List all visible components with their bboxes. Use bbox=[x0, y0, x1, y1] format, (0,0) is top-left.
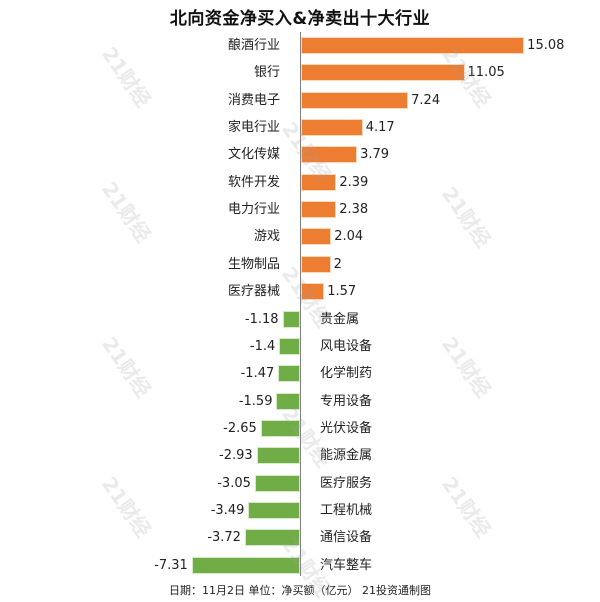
bar-row: 文化传媒 3.79 bbox=[0, 146, 600, 164]
bar-row: 银行 11.05 bbox=[0, 64, 600, 82]
value-label: -1.47 bbox=[240, 366, 275, 382]
chart-footer-note: 日期：11月2日 单位：净买额（亿元） 21投资通制图 bbox=[169, 584, 431, 597]
bar-row: 工程机械 -3.49 bbox=[0, 501, 600, 519]
value-label: -2.93 bbox=[219, 448, 253, 464]
value-label: 1.57 bbox=[327, 284, 357, 300]
category-label: 文化传媒 bbox=[227, 147, 280, 163]
bar-row: 通信设备 -3.72 bbox=[0, 529, 600, 547]
category-label: 光伏设备 bbox=[320, 420, 373, 436]
category-label: 软件开发 bbox=[227, 174, 280, 190]
category-label: 风电设备 bbox=[320, 338, 373, 354]
bar-net-buy bbox=[301, 91, 409, 109]
bar-net-sell bbox=[254, 474, 300, 492]
category-label: 消费电子 bbox=[227, 92, 280, 108]
bar-net-sell bbox=[278, 365, 300, 383]
bar-net-buy bbox=[301, 201, 337, 219]
chart-title: 北向资金净买入&净卖出十大行业 bbox=[169, 9, 431, 29]
category-label: 银行 bbox=[253, 65, 280, 81]
value-label: -3.05 bbox=[217, 475, 251, 491]
value-label: -1.4 bbox=[249, 338, 276, 354]
value-label: -2.65 bbox=[223, 420, 257, 436]
category-label: 化学制药 bbox=[320, 366, 373, 382]
bar-net-sell bbox=[256, 447, 300, 465]
bar-row: 汽车整车 -7.31 bbox=[0, 556, 600, 574]
value-label: 15.08 bbox=[527, 38, 565, 53]
bar-row: 化学制药 -1.47 bbox=[0, 365, 600, 383]
bar-net-sell bbox=[282, 310, 300, 328]
value-label: 4.17 bbox=[365, 120, 395, 136]
bar-row: 酿酒行业 15.08 bbox=[0, 37, 600, 54]
bar-net-sell bbox=[276, 392, 300, 410]
category-label: 医疗器械 bbox=[227, 284, 280, 300]
bar-row: 家电行业 4.17 bbox=[0, 119, 600, 137]
bar-row: 风电设备 -1.4 bbox=[0, 337, 600, 355]
bar-net-buy bbox=[301, 119, 363, 137]
category-label: 医疗服务 bbox=[320, 475, 373, 491]
bar-net-buy bbox=[301, 146, 358, 164]
category-label: 生物制品 bbox=[227, 256, 280, 272]
bar-net-sell bbox=[260, 419, 300, 437]
value-label: -1.59 bbox=[238, 393, 273, 409]
bar-net-buy bbox=[301, 283, 325, 301]
category-label: 电力行业 bbox=[227, 202, 280, 218]
category-label: 家电行业 bbox=[227, 120, 280, 136]
value-label: -3.49 bbox=[210, 502, 245, 518]
bar-row: 电力行业 2.38 bbox=[0, 201, 600, 219]
category-label: 贵金属 bbox=[320, 311, 360, 327]
bar-row: 专用设备 -1.59 bbox=[0, 392, 600, 410]
category-label: 汽车整车 bbox=[320, 557, 373, 573]
bar-net-buy bbox=[301, 64, 465, 82]
category-label: 专用设备 bbox=[320, 393, 373, 409]
category-label: 酿酒行业 bbox=[227, 38, 280, 53]
value-label: -3.72 bbox=[207, 530, 241, 546]
bar-net-buy bbox=[301, 173, 337, 191]
category-label: 工程机械 bbox=[320, 502, 373, 518]
category-label: 游戏 bbox=[253, 229, 280, 245]
value-label: 7.24 bbox=[411, 92, 441, 108]
bar-row: 贵金属 -1.18 bbox=[0, 310, 600, 328]
bar-net-buy bbox=[301, 37, 525, 54]
bar-row: 医疗器械 1.57 bbox=[0, 283, 600, 301]
category-label: 能源金属 bbox=[320, 448, 373, 464]
value-label: 2 bbox=[333, 256, 342, 272]
value-label: 11.05 bbox=[467, 65, 505, 81]
value-label: 2.04 bbox=[334, 229, 364, 245]
bar-row: 光伏设备 -2.65 bbox=[0, 419, 600, 437]
bar-net-buy bbox=[301, 228, 332, 246]
value-label: 2.39 bbox=[339, 174, 369, 190]
bar-row: 消费电子 7.24 bbox=[0, 91, 600, 109]
bar-row: 游戏 2.04 bbox=[0, 228, 600, 246]
bar-net-sell bbox=[244, 529, 300, 547]
bar-row: 生物制品 2 bbox=[0, 255, 600, 273]
value-label: 3.79 bbox=[360, 147, 390, 163]
bar-net-sell bbox=[279, 337, 300, 355]
bar-net-sell bbox=[248, 501, 300, 519]
value-label: -7.31 bbox=[154, 557, 188, 573]
bar-row: 软件开发 2.39 bbox=[0, 173, 600, 191]
bar-net-buy bbox=[301, 255, 331, 273]
bar-net-sell bbox=[191, 556, 300, 574]
category-label: 通信设备 bbox=[320, 530, 373, 546]
zero-axis-line bbox=[300, 32, 301, 576]
value-label: 2.38 bbox=[339, 202, 369, 218]
value-label: -1.18 bbox=[244, 311, 279, 327]
bar-row: 医疗服务 -3.05 bbox=[0, 474, 600, 492]
bar-row: 能源金属 -2.93 bbox=[0, 447, 600, 465]
